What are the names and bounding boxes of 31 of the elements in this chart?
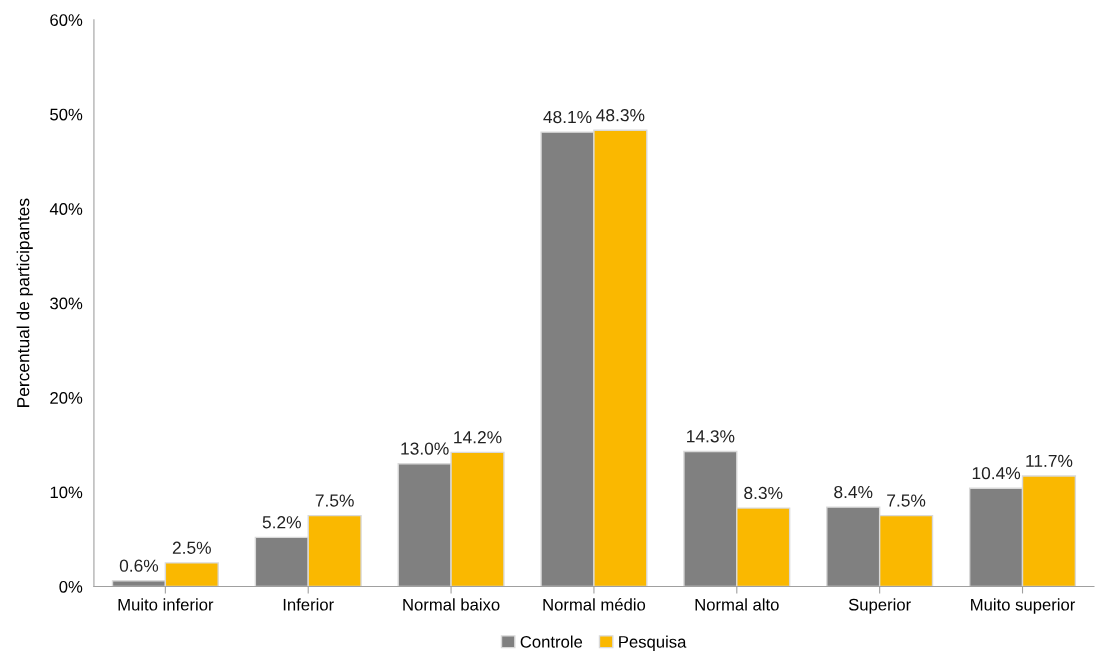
x-tick-label: Normal alto [695,598,779,611]
data-label: 48.1% [543,110,592,124]
data-label: 5.2% [262,516,301,529]
x-tick-label: Superior [848,598,911,614]
data-label: 10.4% [972,466,1021,480]
x-tick-label: Inferior [283,598,334,611]
data-label: 8.4% [834,485,873,499]
data-label: 7.5% [315,494,354,507]
x-tick-label: Muito superior [971,598,1076,614]
x-tick-label: Normal baixo [403,598,500,611]
y-tick-label: 60% [50,14,83,26]
y-tick-label: 20% [50,392,83,404]
data-label: 14.3% [687,430,735,443]
y-tick-label: 0% [59,580,83,593]
x-tick-label: Normal médio [543,598,646,611]
x-tick-label: Muito inferior [118,598,214,611]
y-tick-label: 10% [50,486,83,499]
data-label: 0.6% [119,559,159,572]
data-label: 11.7% [1026,454,1073,467]
legend-label: Pesquisa [619,635,687,652]
legend-label: Controle [520,635,583,648]
data-label: 8.3% [744,486,783,500]
y-axis-title: Percentual de participantes [16,198,33,407]
data-label: 2.5% [172,541,211,554]
data-label: 14.2% [454,431,502,444]
data-label: 7.5% [887,494,926,507]
y-tick-label: 50% [50,108,83,121]
data-label: 13.0% [401,442,449,455]
data-label: 48.3% [596,109,645,122]
y-tick-label: 30% [50,297,83,310]
y-tick-label: 40% [49,203,83,215]
